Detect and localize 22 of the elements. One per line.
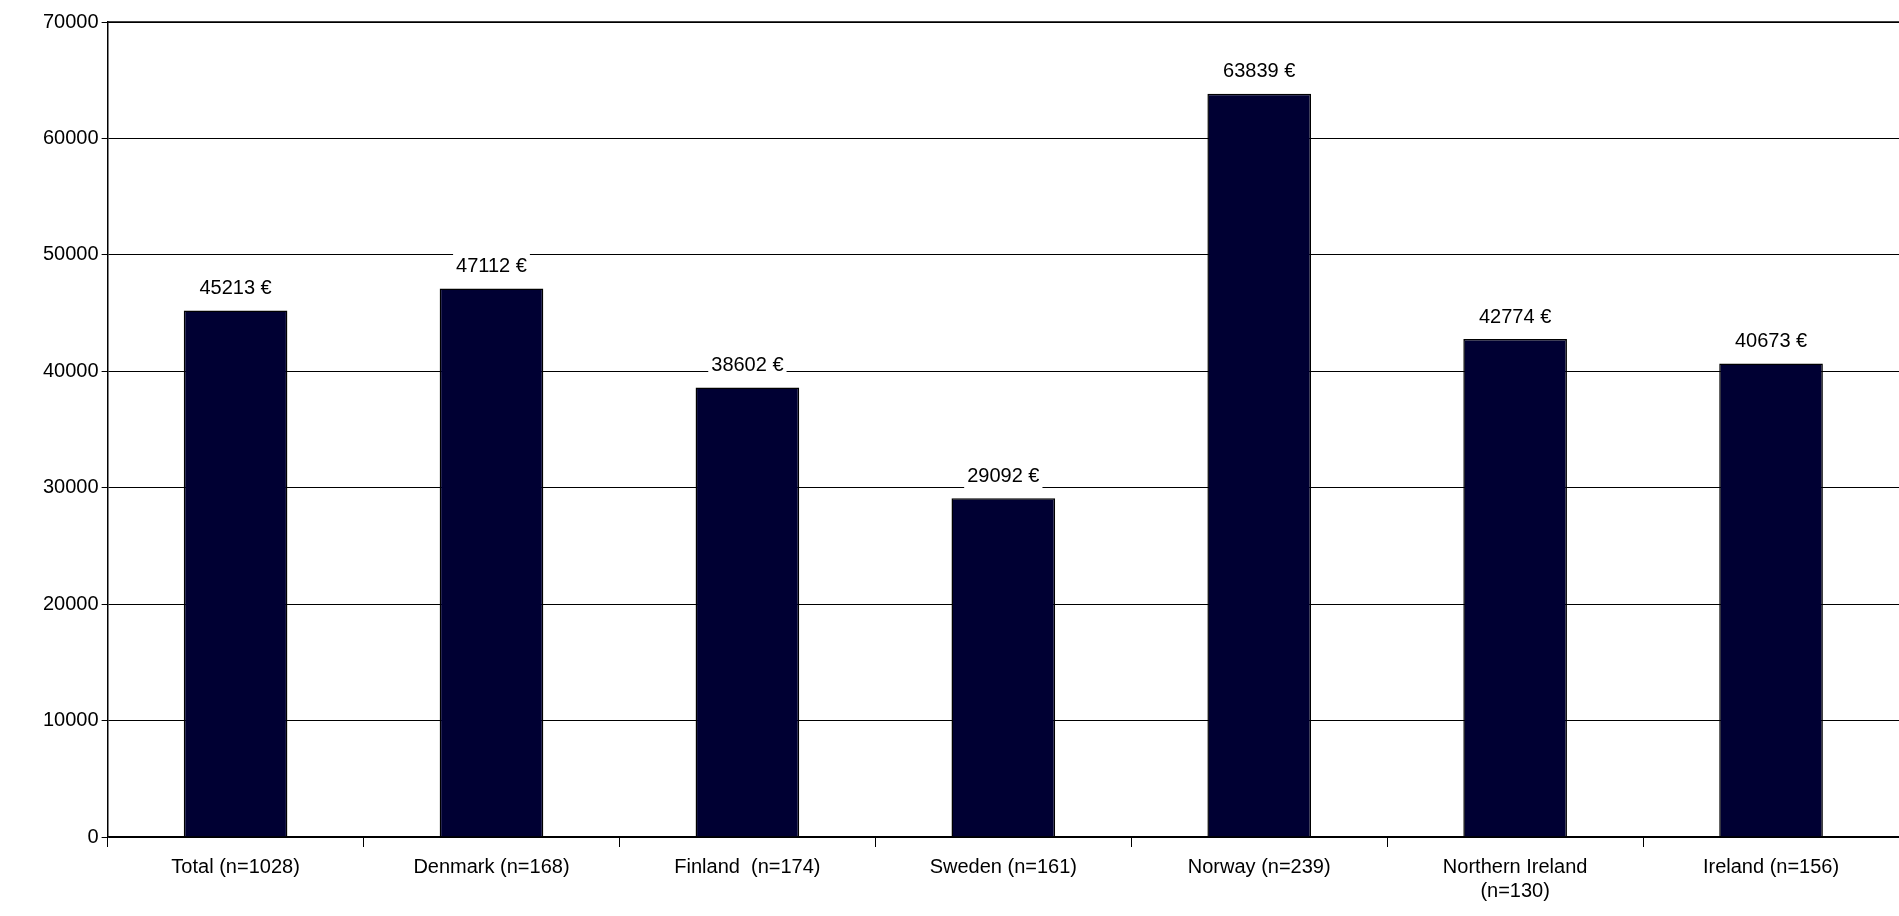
y-tick-label: 10000: [42, 708, 99, 731]
data-label: 45213 €: [199, 276, 272, 299]
y-tick-label: 0: [87, 824, 99, 847]
data-label: 40673 €: [1734, 328, 1808, 351]
x-tick-label: Ireland (n=156): [1702, 854, 1840, 877]
x-tick-label: Norway (n=239): [1187, 854, 1331, 877]
y-tick-label: 60000: [42, 125, 99, 148]
x-tick-label: Finland (n=174): [674, 854, 821, 877]
x-tick-label: Total (n=1028): [171, 854, 300, 877]
y-tick-label: 50000: [42, 242, 99, 265]
y-tick-label: 70000: [42, 9, 99, 32]
x-tick-label: Sweden (n=161): [929, 854, 1077, 877]
y-tick-label: 30000: [42, 475, 99, 498]
y-tick-label: 20000: [42, 591, 99, 614]
x-tick-label: Denmark (n=168): [413, 854, 570, 877]
data-label: 42774 €: [1478, 304, 1552, 327]
data-label: 38602 €: [711, 353, 784, 376]
y-tick-label: 40000: [42, 358, 99, 381]
data-label: 63839 €: [1223, 59, 1296, 82]
data-label: 47112 €: [456, 254, 527, 276]
x-tick-label: Northern Ireland (n=130): [1442, 854, 1588, 901]
data-label: 29092 €: [967, 463, 1040, 486]
